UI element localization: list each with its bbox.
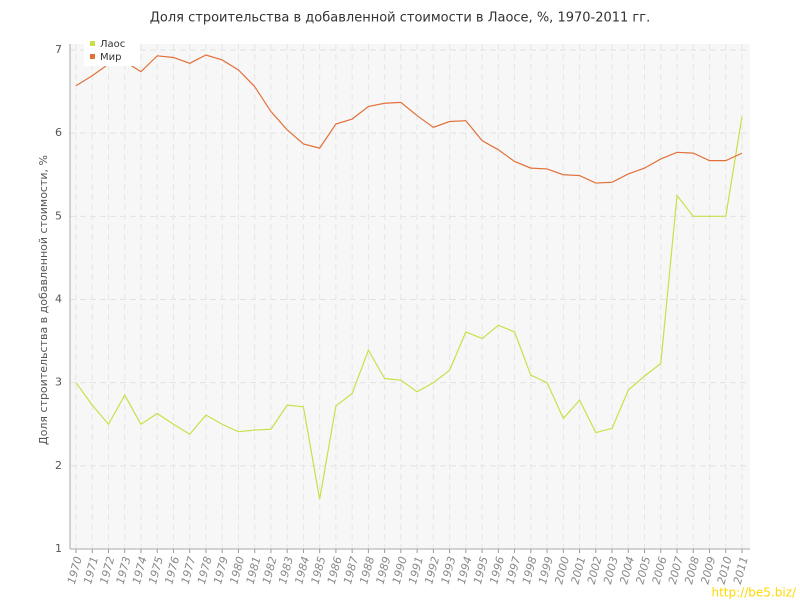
y-tick-label: 3 <box>55 376 62 389</box>
y-tick-label: 6 <box>55 126 62 139</box>
legend-swatch <box>90 41 95 46</box>
plot-background <box>70 44 750 549</box>
watermark: http://be5.biz/ <box>711 586 796 600</box>
chart-title: Доля строительства в добавленной стоимос… <box>150 11 650 26</box>
y-tick-label: 1 <box>55 542 62 555</box>
y-axis-label: Доля строительства в добавленной стоимос… <box>37 155 50 445</box>
y-tick-label: 7 <box>55 43 62 56</box>
legend-swatch <box>90 54 95 59</box>
line-series <box>75 54 743 184</box>
line-series <box>75 116 743 500</box>
y-tick-label: 4 <box>55 293 62 306</box>
y-tick-label: 5 <box>55 209 62 222</box>
legend-label: Лаос <box>100 39 125 50</box>
y-tick-label: 2 <box>55 459 62 472</box>
legend-label: Мир <box>100 52 121 63</box>
